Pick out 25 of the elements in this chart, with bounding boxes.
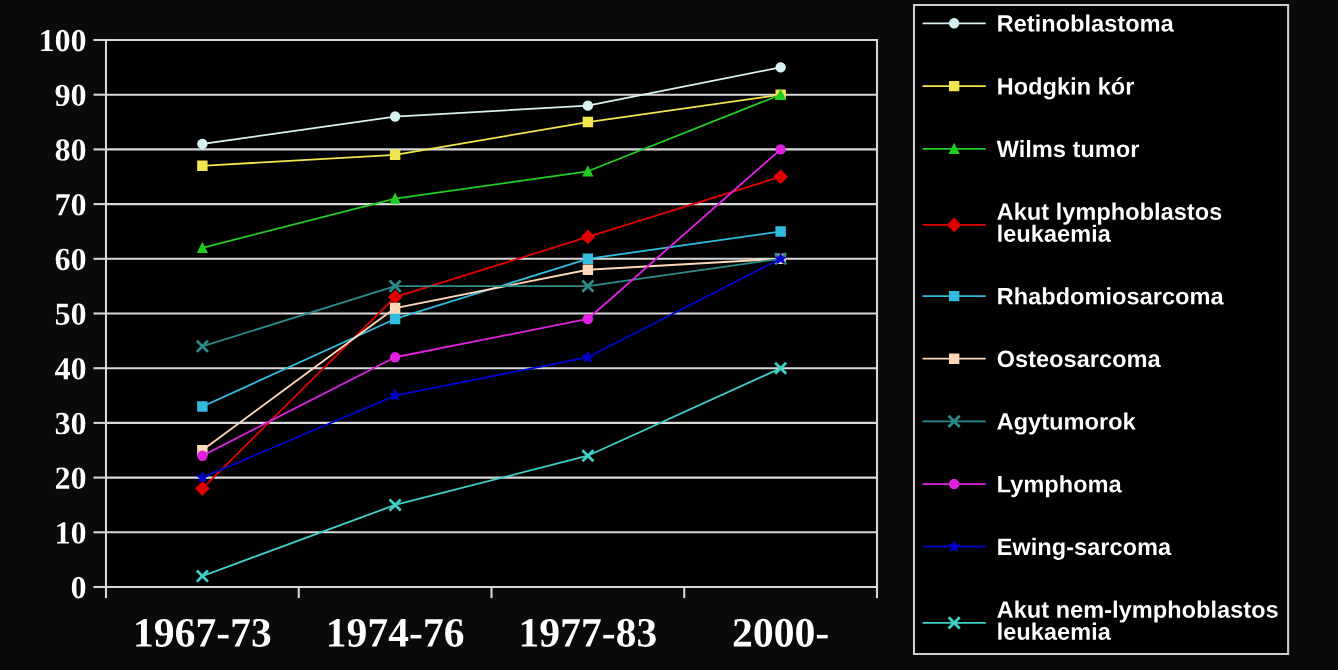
legend-label: Lymphoma (998, 475, 1122, 498)
y-tick-label: 20 (55, 467, 86, 489)
legend-label: Akut lymphoblastos leukaemia (997, 202, 1222, 242)
y-tick-label: 70 (56, 193, 86, 216)
y-tick-label: 30 (55, 412, 86, 435)
legend-label: Osteosarcoma (997, 350, 1161, 368)
x-tick-label: 1977-83 (521, 618, 656, 647)
y-tick-label: 10 (57, 522, 86, 544)
legend-label: Agytumorok (997, 412, 1136, 435)
legend-label: Akut nem-lymphoblastos leukaemia (997, 600, 1278, 640)
y-tick-label: 80 (55, 139, 86, 161)
y-tick-label: 100 (41, 29, 86, 52)
y-tick-label: 90 (55, 84, 86, 107)
y-tick-label: 0 (71, 576, 86, 599)
x-tick-label: 1967-73 (136, 618, 271, 647)
y-tick-label: 50 (55, 303, 86, 325)
x-tick-label: 1974-76 (329, 618, 464, 647)
y-tick-label: 60 (55, 248, 86, 271)
y-tick-label: 40 (55, 358, 86, 380)
x-tick-label: 2000- (733, 618, 828, 647)
legend-label: Rhabdomiosarcoma (998, 287, 1224, 305)
legend-label: Ewing-sarcoma (998, 537, 1172, 560)
legend-label: Retinoblastoma (998, 14, 1174, 32)
legend-label: Wilms tumor (996, 140, 1140, 158)
legend-label: Hodgkin kór (998, 77, 1135, 100)
